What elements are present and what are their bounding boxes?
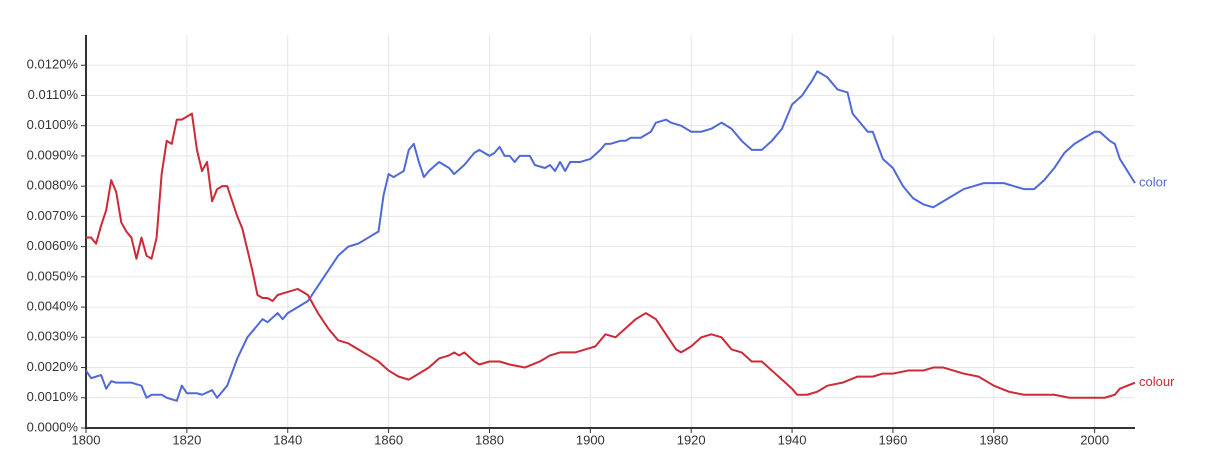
x-tick-label: 1880 [475,432,504,447]
x-tick-label: 1980 [979,432,1008,447]
y-tick-label: 0.0000% [27,419,79,434]
y-tick-label: 0.0020% [27,359,79,374]
y-tick-label: 0.0110% [28,87,79,102]
y-tick-label: 0.0080% [27,178,79,193]
y-tick-label: 0.0090% [27,147,79,162]
y-tick-label: 0.0100% [27,117,79,132]
x-tick-label: 1800 [72,432,101,447]
x-tick-label: 1820 [172,432,201,447]
series-line [86,112,1136,399]
x-tick-label: 2000 [1080,432,1109,447]
y-tick-label: 0.0050% [27,268,79,283]
x-tick-label: 1960 [878,432,907,447]
y-tick-label: 0.0040% [27,299,79,314]
x-tick-label: 1840 [273,432,302,447]
x-tick-label: 1920 [677,432,706,447]
y-tick-label: 0.0120% [27,57,79,72]
y-tick-label: 0.0070% [27,208,79,223]
x-tick-label: 1900 [576,432,605,447]
x-tick-label: 1940 [778,432,807,447]
y-tick-label: 0.0030% [27,329,79,344]
y-tick-label: 0.0010% [27,389,79,404]
x-tick-label: 1860 [374,432,403,447]
series-label: color [1139,175,1168,190]
series-line [85,70,1136,402]
y-tick-label: 0.0060% [27,238,79,253]
series-label: colour [1139,374,1175,389]
